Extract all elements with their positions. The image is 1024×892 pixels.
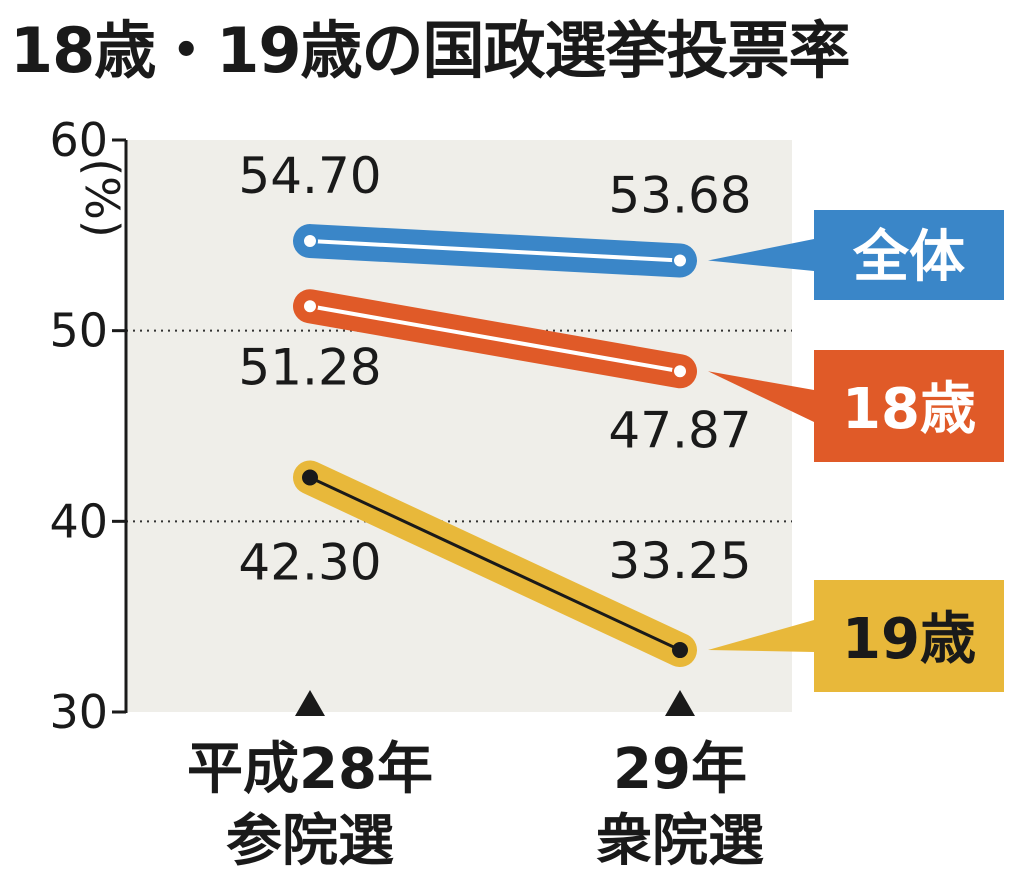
data-label-1-0: 51.28 <box>238 338 381 396</box>
category-label-0-line1: 平成28年 <box>187 737 433 802</box>
legend-pointer-1 <box>708 371 814 422</box>
data-label-1-1: 47.87 <box>608 401 751 459</box>
legend-label-2: 19歳 <box>842 607 976 672</box>
data-point-0-1 <box>672 252 688 269</box>
data-label-0-0: 54.70 <box>238 147 381 205</box>
legend-pointer-0 <box>708 239 814 271</box>
legend-box-0 <box>814 210 1004 300</box>
y-tick-label-40: 40 <box>49 494 108 548</box>
category-label-0-line2: 参院選 <box>226 809 394 874</box>
category-marker-1 <box>665 690 695 716</box>
series-line-2 <box>309 476 681 652</box>
legend-label-0: 全体 <box>852 225 965 290</box>
series-line-0 <box>309 239 681 263</box>
category-label-1-line1: 29年 <box>613 737 747 802</box>
data-label-2-0: 42.30 <box>238 533 381 591</box>
legend-pointer-2 <box>708 620 814 652</box>
chart-title: 18歳・19歳の国政選挙投票率 <box>10 14 851 87</box>
legend-label-1: 18歳 <box>842 377 976 442</box>
y-tick-label-30: 30 <box>49 685 108 739</box>
data-point-1-1 <box>672 363 688 380</box>
data-label-0-1: 53.68 <box>608 167 751 225</box>
series-line-1 <box>309 304 681 374</box>
y-tick-label-50: 50 <box>49 304 108 358</box>
data-label-2-1: 33.25 <box>608 532 751 590</box>
category-marker-0 <box>295 690 325 716</box>
category-label-1-line2: 衆院選 <box>596 809 764 874</box>
y-axis-label: (%) <box>75 158 129 238</box>
data-point-2-1 <box>672 642 688 659</box>
data-point-1-0 <box>302 298 318 315</box>
y-tick-label-60: 60 <box>49 113 108 167</box>
legend-box-1 <box>814 350 1004 462</box>
data-point-2-0 <box>302 469 318 486</box>
legend-box-2 <box>814 580 1004 692</box>
data-point-0-0 <box>302 233 318 250</box>
